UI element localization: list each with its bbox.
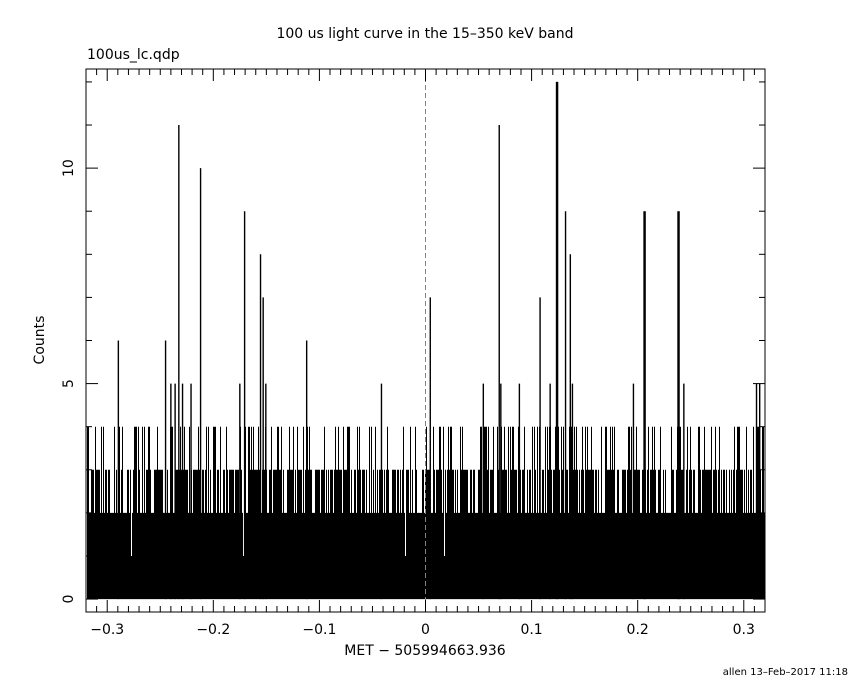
count-bars <box>87 81 765 600</box>
footer-stamp: allen 13–Feb–2017 11:18 <box>723 667 848 678</box>
y-tick-label: 10 <box>61 159 77 177</box>
axis-tick-labels: −0.3 −0.2 −0.1 0 0.1 0.2 0.3 0 5 10 <box>61 159 755 638</box>
x-axis-label: MET − 505994663.936 <box>344 643 506 659</box>
x-tick-label: 0 <box>421 622 430 638</box>
plot-area: −0.3 −0.2 −0.1 0 0.1 0.2 0.3 0 5 10 <box>61 68 766 638</box>
x-tick-label: −0.2 <box>196 622 230 638</box>
x-tick-label: 0.1 <box>520 622 542 638</box>
y-axis-label: Counts <box>32 316 48 365</box>
axis-ticks <box>85 69 766 612</box>
x-tick-label: 0.2 <box>627 622 649 638</box>
x-tick-label: −0.1 <box>302 622 336 638</box>
y-tick-label: 0 <box>61 595 77 604</box>
x-tick-label: −0.3 <box>90 622 124 638</box>
y-tick-label: 5 <box>61 379 77 388</box>
chart-title: 100 us light curve in the 15–350 keV ban… <box>276 26 573 42</box>
x-tick-label: 0.3 <box>733 622 755 638</box>
file-label: 100us_lc.qdp <box>87 47 180 63</box>
